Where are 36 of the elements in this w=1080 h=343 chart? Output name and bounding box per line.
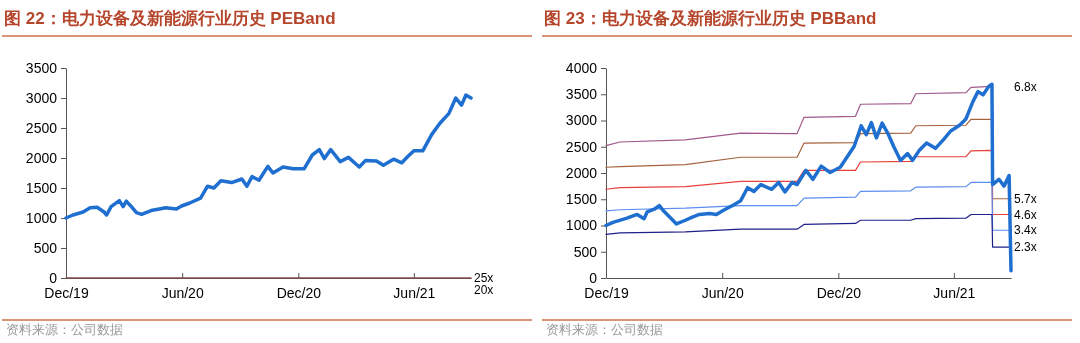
series-label: 25x (474, 271, 494, 286)
y-tick-label: 500 (33, 239, 58, 256)
series-label: 3.4x (1014, 223, 1037, 238)
x-tick-label: Dec/20 (276, 284, 322, 301)
series-label: 20x (474, 283, 494, 298)
x-tick-label: Jun/20 (701, 284, 744, 301)
x-tick-label: Jun/21 (393, 284, 436, 301)
y-tick-label: 2500 (565, 138, 598, 155)
y-tick-label: 2000 (25, 149, 58, 166)
x-tick-label: Jun/20 (161, 284, 204, 301)
y-tick-label: 1500 (565, 191, 598, 208)
y-tick-label: 2500 (25, 119, 58, 136)
y-tick-label: 0 (589, 269, 598, 286)
y-tick-label: 3500 (565, 86, 598, 103)
series-label: 6.8x (1014, 79, 1037, 94)
x-tick-label: Dec/19 (44, 284, 89, 301)
y-tick-label: 1000 (565, 217, 598, 234)
series-label: 4.6x (1014, 207, 1037, 222)
x-tick-label: Dec/19 (584, 284, 629, 301)
y-tick-label: 2000 (565, 164, 598, 181)
y-tick-label: 1500 (25, 179, 58, 196)
y-tick-label: 3500 (25, 59, 58, 76)
chart-title: 图 22：电力设备及新能源行业历史 PEBand (4, 9, 336, 28)
x-tick-label: Dec/20 (816, 284, 862, 301)
y-tick-label: 1000 (25, 209, 58, 226)
y-tick-label: 3000 (25, 89, 58, 106)
chart-title: 图 23：电力设备及新能源行业历史 PBBand (544, 9, 877, 28)
x-tick-label: Jun/21 (933, 284, 976, 301)
y-tick-label: 4000 (565, 59, 598, 76)
series-label: 5.7x (1014, 191, 1037, 206)
text: 资料来源：公司数据 (6, 322, 123, 337)
text: 资料来源：公司数据 (546, 322, 663, 337)
y-tick-label: 3000 (565, 112, 598, 129)
y-tick-label: 0 (49, 269, 58, 286)
series-label: 2.3x (1014, 240, 1037, 255)
y-tick-label: 500 (573, 243, 598, 260)
